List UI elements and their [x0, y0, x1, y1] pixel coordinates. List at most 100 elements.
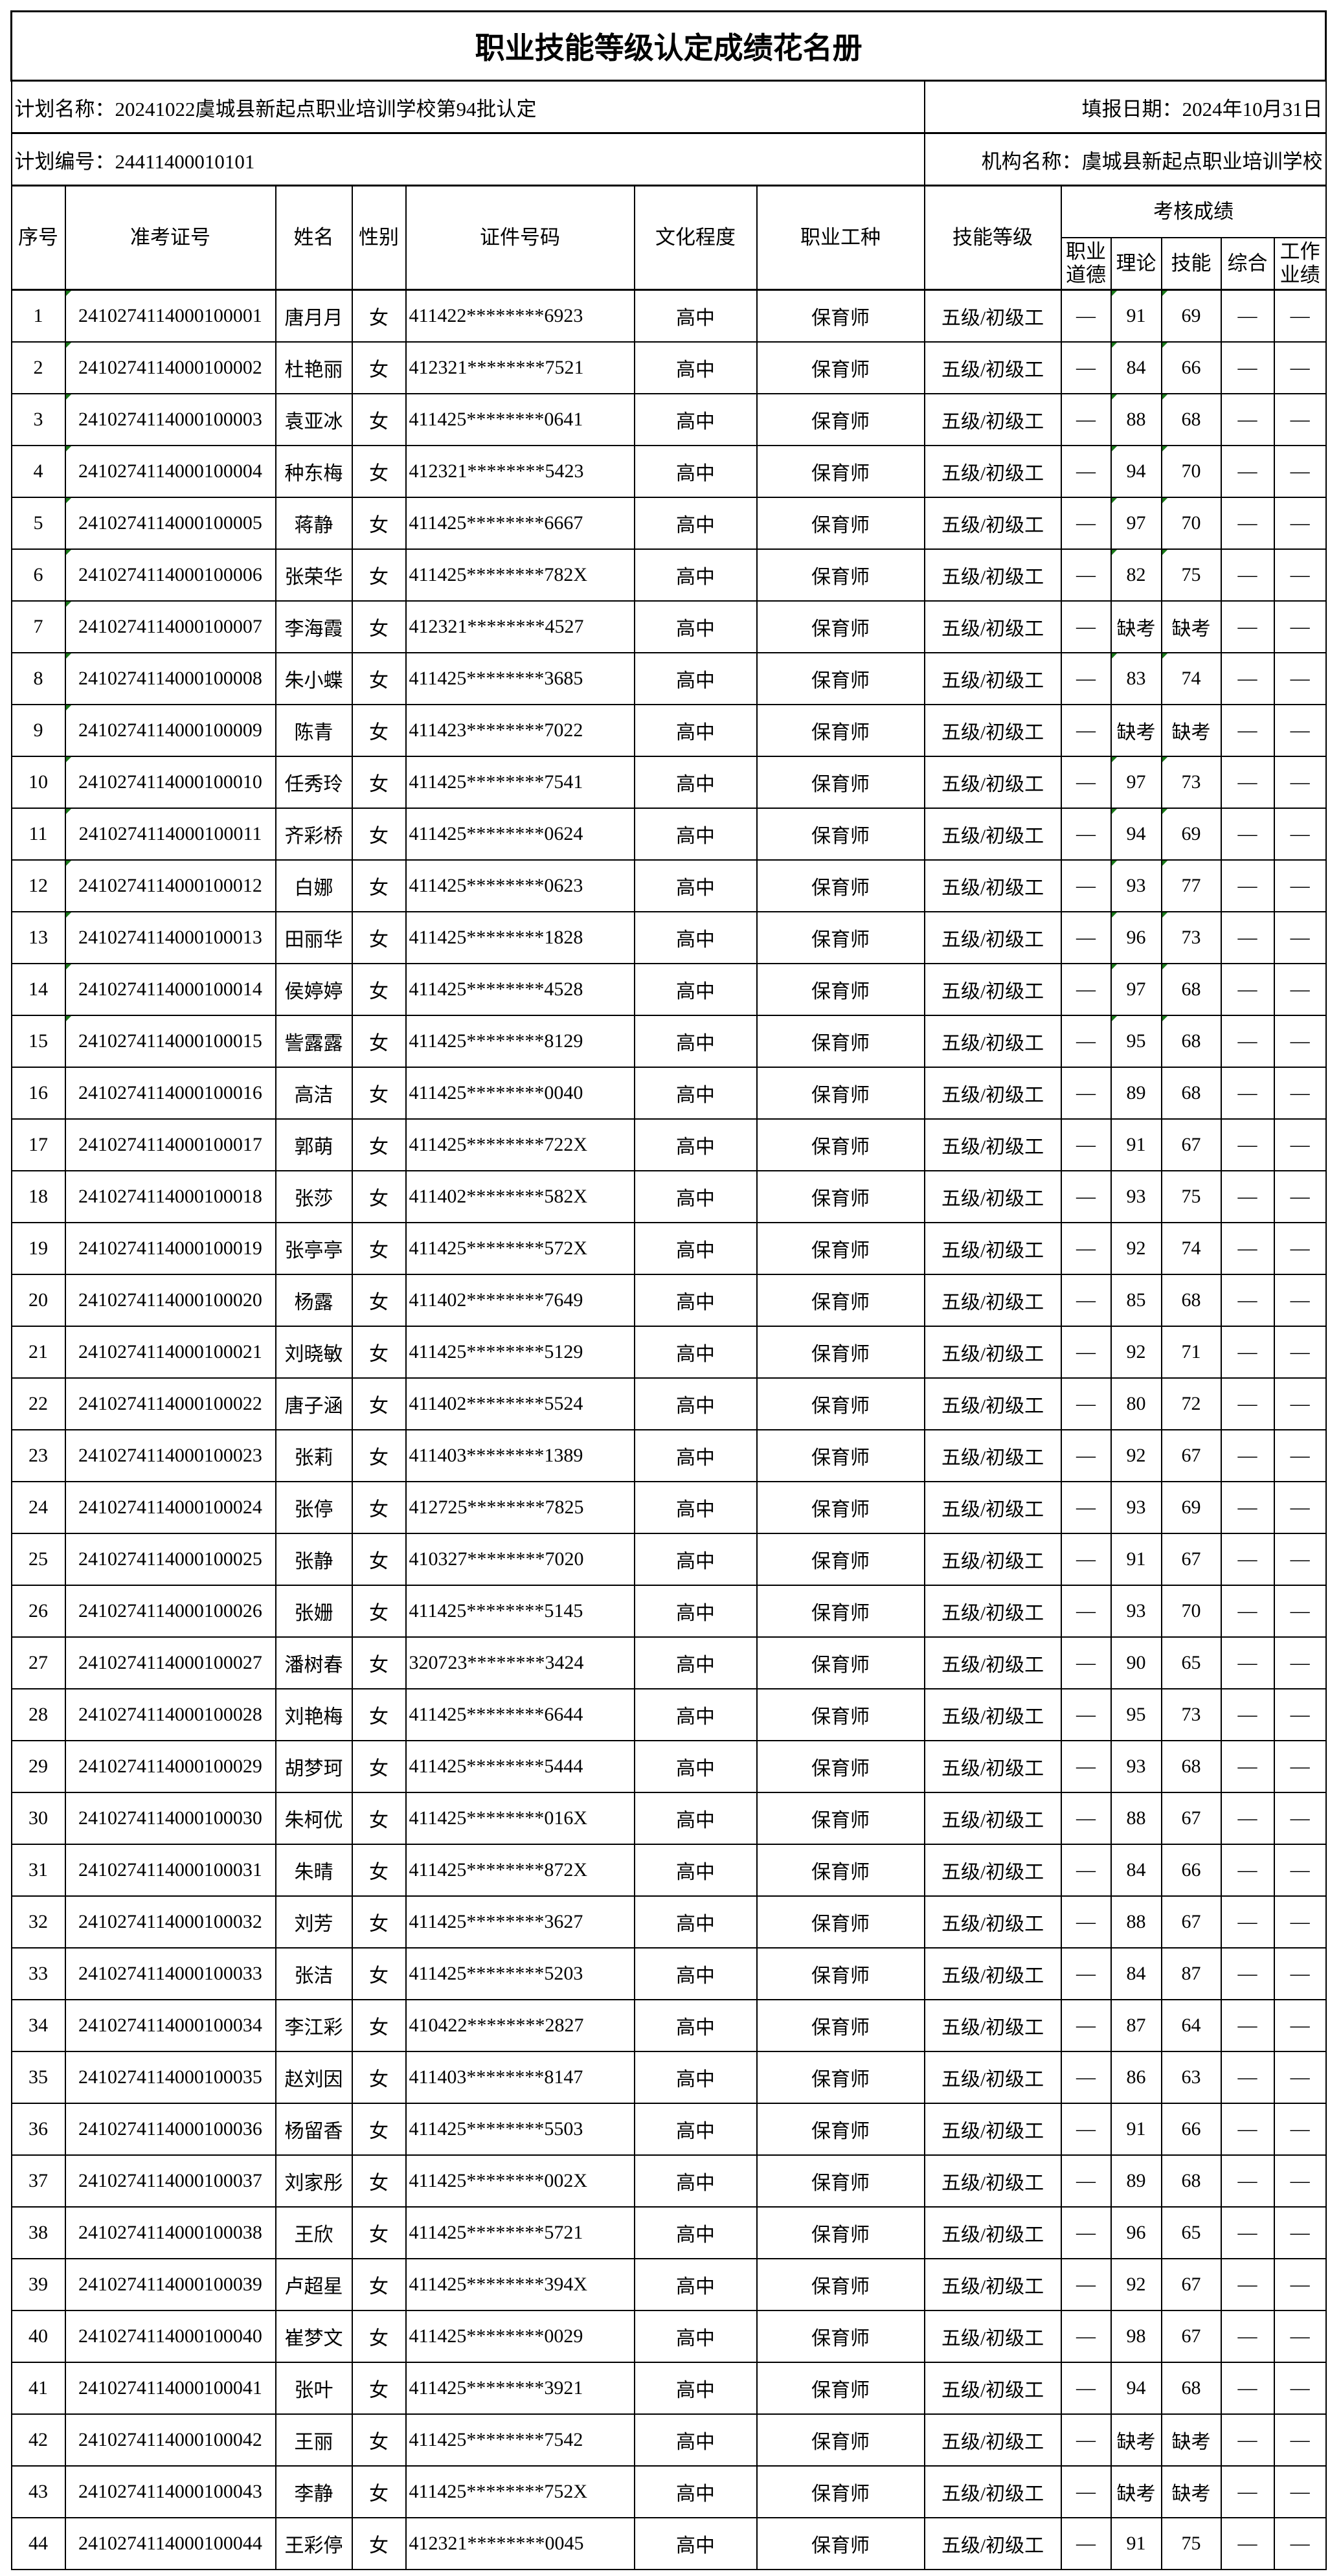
cell-seq: 42	[10, 2413, 66, 2467]
cell-theory: 缺考	[1110, 704, 1162, 757]
table-row: 36 2410274114000100036 杨留香女 411425********5…	[10, 2103, 1327, 2156]
cell-performance: —	[1273, 548, 1327, 602]
cell-comprehensive: —	[1220, 289, 1275, 343]
cell-ethics: —	[1060, 2465, 1112, 2518]
cell-theory: 94	[1110, 808, 1162, 861]
plan-number: 计划编号：24411400010101	[10, 132, 925, 186]
cell-skill-level: 五级/初级工	[923, 497, 1062, 550]
cell-seq: 29	[10, 1740, 66, 1793]
cell-ethics: —	[1060, 1170, 1112, 1223]
cell-education: 高中	[633, 1170, 758, 1223]
table-row: 41 2410274114000100041 张叶女 411425********39…	[10, 2362, 1327, 2415]
cell-performance: —	[1273, 1792, 1327, 1845]
cell-ethics: —	[1060, 1377, 1112, 1430]
cell-education: 高中	[633, 341, 758, 394]
cell-name: 高洁	[275, 1067, 353, 1120]
cell-performance: —	[1273, 2206, 1327, 2259]
cell-seq: 43	[10, 2465, 66, 2518]
cell-seq: 14	[10, 963, 66, 1016]
cell-skill-level: 五级/初级工	[923, 2465, 1062, 2518]
table-row: 32 2410274114000100032 刘芳女 411425********36…	[10, 1895, 1327, 1949]
cell-id-number: 411425********872X	[405, 1844, 635, 1897]
cell-performance: —	[1273, 2154, 1327, 2208]
cell-occupation: 保育师	[756, 1481, 925, 1534]
cell-name: 蒋静	[275, 497, 353, 550]
table-row: 14 2410274114000100014 侯婷婷女 411425********4…	[10, 963, 1327, 1016]
cell-exam-id: 2410274114000100008	[64, 652, 276, 705]
cell-exam-id: 2410274114000100032	[64, 1895, 276, 1949]
cell-id-number: 411425********016X	[405, 1792, 635, 1845]
cell-name: 胡梦珂	[275, 1740, 353, 1793]
cell-gender: 女	[351, 1533, 407, 1586]
cell-theory: 82	[1110, 548, 1162, 602]
cell-name: 张叶	[275, 2362, 353, 2415]
cell-ethics: —	[1060, 1118, 1112, 1171]
cell-performance: —	[1273, 756, 1327, 809]
cell-id-number: 411403********1389	[405, 1429, 635, 1482]
cell-skill: 64	[1160, 1999, 1222, 2052]
cell-occupation: 保育师	[756, 1533, 925, 1586]
cell-ethics: —	[1060, 911, 1112, 964]
cell-ethics: —	[1060, 289, 1112, 343]
cell-seq: 33	[10, 1947, 66, 2000]
cell-gender: 女	[351, 1429, 407, 1482]
cell-performance: —	[1273, 2103, 1327, 2156]
cell-comprehensive: —	[1220, 497, 1275, 550]
cell-name: 张莉	[275, 1429, 353, 1482]
cell-comprehensive: —	[1220, 1274, 1275, 1327]
cell-performance: —	[1273, 911, 1327, 964]
cell-skill-level: 五级/初级工	[923, 1947, 1062, 2000]
cell-gender: 女	[351, 2310, 407, 2363]
cell-ethics: —	[1060, 2258, 1112, 2311]
cell-exam-id: 2410274114000100010	[64, 756, 276, 809]
cell-skill-level: 五级/初级工	[923, 704, 1062, 757]
table-row: 6 2410274114000100006 张荣华女 411425********78…	[10, 548, 1327, 602]
cell-skill-level: 五级/初级工	[923, 652, 1062, 705]
cell-id-number: 412725********7825	[405, 1481, 635, 1534]
cell-gender: 女	[351, 2362, 407, 2415]
table-row: 20 2410274114000100020 杨露女 411402********76…	[10, 1274, 1327, 1327]
cell-education: 高中	[633, 1067, 758, 1120]
cell-theory: 缺考	[1110, 2413, 1162, 2467]
cell-theory: 94	[1110, 445, 1162, 498]
cell-exam-id: 241027411400010000 1	[64, 289, 276, 343]
header-education: 文化程度	[633, 185, 758, 291]
cell-skill: 缺考	[1160, 704, 1222, 757]
cell-id-number: 411425********3685	[405, 652, 635, 705]
cell-skill: 74	[1160, 652, 1222, 705]
cell-id-number: 411402********7649	[405, 1274, 635, 1327]
cell-education: 高中	[633, 2051, 758, 2104]
cell-theory: 84	[1110, 341, 1162, 394]
cell-exam-id: 2410274114000100035	[64, 2051, 276, 2104]
cell-name: 王彩停	[275, 2517, 353, 2570]
cell-performance: —	[1273, 1222, 1327, 1275]
cell-education: 高中	[633, 1274, 758, 1327]
cell-occupation: 保育师	[756, 2517, 925, 2570]
cell-comprehensive: —	[1220, 2258, 1275, 2311]
cell-seq: 17	[10, 1118, 66, 1171]
cell-id-number: 411425********4528	[405, 963, 635, 1016]
cell-gender: 女	[351, 497, 407, 550]
cell-comprehensive: —	[1220, 963, 1275, 1016]
cell-exam-id: 2410274114000100019	[64, 1222, 276, 1275]
cell-gender: 女	[351, 1792, 407, 1845]
cell-id-number: 411425********3627	[405, 1895, 635, 1949]
cell-ethics: —	[1060, 652, 1112, 705]
cell-seq: 22	[10, 1377, 66, 1430]
cell-gender: 女	[351, 289, 407, 343]
cell-seq: 15	[10, 1015, 66, 1068]
cell-id-number: 411425********1828	[405, 911, 635, 964]
cell-exam-id: 2410274114000100003	[64, 393, 276, 446]
cell-theory: 95	[1110, 1015, 1162, 1068]
table-row: 2 2410274114000100002 杜艳丽女 412321********75…	[10, 341, 1327, 394]
cell-theory: 91	[1110, 2103, 1162, 2156]
cell-ethics: —	[1060, 393, 1112, 446]
cell-skill-level: 五级/初级工	[923, 2362, 1062, 2415]
table-row: 17 2410274114000100017 郭萌女 411425********72…	[10, 1118, 1327, 1171]
cell-seq: 1	[10, 289, 66, 343]
cell-skill-level: 五级/初级工	[923, 2206, 1062, 2259]
cell-skill: 73	[1160, 756, 1222, 809]
cell-id-number: 411425********6644	[405, 1688, 635, 1741]
cell-name: 袁亚冰	[275, 393, 353, 446]
cell-performance: —	[1273, 1533, 1327, 1586]
